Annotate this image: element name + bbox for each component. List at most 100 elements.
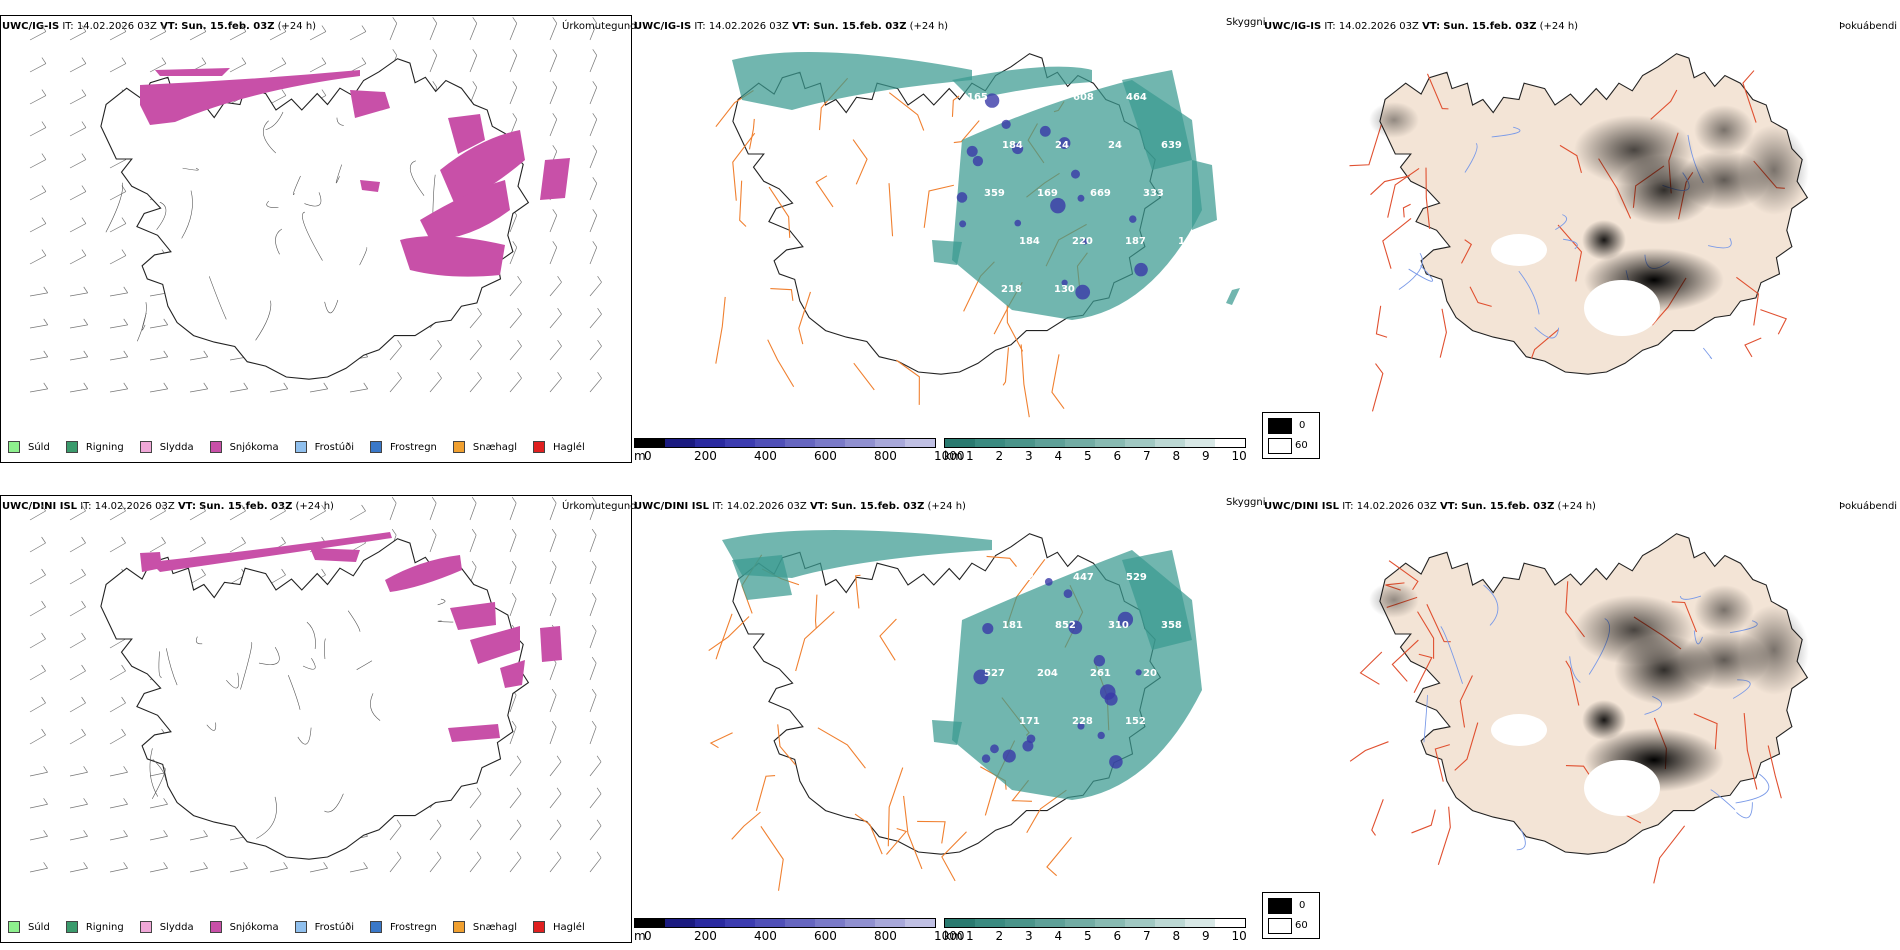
road-line — [1046, 836, 1072, 877]
terrain-line — [265, 111, 284, 131]
colorbar-segment — [875, 919, 905, 927]
precip-map — [29, 17, 602, 393]
colorbar-segment — [875, 439, 905, 447]
wind-barb — [389, 345, 402, 361]
river-line — [1440, 626, 1463, 684]
cloud-base-label: 218 — [1001, 284, 1022, 295]
legend-item: Snjókoma — [209, 921, 279, 933]
wind-barb-flag — [123, 766, 128, 773]
wind-barb-flag — [551, 560, 557, 568]
legend-label: Rigning — [85, 921, 124, 933]
model-name: UWC/IG-IS — [634, 21, 692, 32]
colorbar-segment — [845, 919, 875, 927]
wind-barb — [189, 388, 208, 393]
road-line — [855, 574, 861, 609]
road-line — [1417, 611, 1435, 659]
road-line — [1744, 337, 1762, 358]
colorbar-tick: 6 — [1113, 929, 1122, 943]
terrain-line — [302, 211, 323, 261]
wind-barb — [229, 31, 247, 41]
wind-barb — [549, 119, 558, 137]
wind-barb-flag — [323, 862, 328, 869]
cloud-base-patch — [1134, 262, 1148, 277]
road-line — [1411, 809, 1436, 834]
road-line — [1349, 741, 1389, 762]
legend-swatch — [139, 921, 152, 933]
init-time: 14.02.2026 03Z — [708, 21, 789, 32]
wind-barb-flag — [41, 632, 46, 640]
terrain-line — [409, 160, 425, 196]
road-line — [715, 613, 733, 660]
wind-barb — [29, 638, 46, 649]
cloud-base-patch — [990, 744, 999, 754]
wind-barb — [109, 223, 127, 233]
road-line — [886, 827, 908, 855]
road-line — [1439, 308, 1447, 358]
wind-barb — [29, 606, 46, 617]
colorbar-segment — [665, 919, 695, 927]
wind-barb — [549, 761, 562, 777]
road-line — [1426, 604, 1451, 643]
wind-barb-flag — [552, 49, 558, 56]
wind-barb-flag — [551, 528, 557, 536]
wind-barb-flag — [161, 504, 166, 512]
cloudbase-ticks: 0 200 400 600 800 1000 — [644, 449, 965, 463]
wind-barb-flag — [83, 286, 89, 294]
wind-barb-flag — [41, 600, 46, 608]
wind-barb — [589, 694, 597, 713]
wind-barb-flag — [511, 592, 517, 600]
wind-barb-flag — [592, 145, 598, 152]
legend-item: Snjókoma — [209, 441, 279, 453]
fog-legend-white — [1268, 438, 1292, 454]
wind-barb-flag — [516, 819, 522, 827]
wind-barb-flag — [431, 496, 437, 504]
wind-barb — [389, 502, 397, 521]
init-time: 14.02.2026 03Z — [76, 21, 157, 32]
wind-barb — [509, 598, 517, 617]
precip-map — [29, 496, 602, 873]
terrain-line — [149, 748, 159, 797]
wind-barb-flag — [321, 89, 327, 96]
wind-barb — [269, 510, 286, 521]
wind-barb — [69, 670, 86, 681]
wind-barb-flag — [556, 755, 562, 763]
wind-barb — [189, 510, 206, 521]
river-line — [1464, 142, 1478, 173]
cloud-base-label: 166 — [1196, 236, 1217, 247]
snow-area — [500, 660, 525, 688]
wind-barb-flag — [121, 664, 126, 672]
snow-area — [400, 236, 505, 277]
road-line — [1743, 713, 1758, 790]
wind-barb — [109, 388, 128, 393]
wind-barb — [549, 694, 557, 713]
wind-barb — [189, 31, 207, 41]
cloud-base-label: 152 — [1125, 716, 1146, 727]
wind-barb — [69, 388, 88, 393]
wind-barb-flag — [283, 382, 289, 390]
wind-barb-flag — [283, 862, 288, 869]
wind-barb-flag — [81, 185, 87, 192]
wind-barb-flag — [512, 49, 518, 56]
wind-barb-flag — [203, 350, 209, 358]
run-header: UWC/DINI ISL IT: 14.02.2026 03Z VT: Sun.… — [2, 501, 334, 512]
wind-barb — [149, 510, 166, 521]
terrain-line — [306, 621, 316, 649]
fog-title: Þokuábendi — [1839, 501, 1898, 512]
wind-barb-flag — [203, 830, 208, 837]
wind-barb — [69, 127, 87, 137]
wind-barb — [189, 574, 206, 585]
terrain-line — [151, 767, 166, 799]
wind-barb — [469, 825, 482, 841]
wind-barb-flag — [43, 798, 48, 805]
wind-barb — [69, 606, 86, 617]
iceland-outline — [100, 58, 530, 380]
wind-barb-flag — [123, 798, 128, 805]
wind-barb — [29, 670, 46, 681]
river-line — [1736, 802, 1753, 819]
wind-barb-flag — [397, 340, 402, 347]
legend-swatch — [370, 921, 382, 933]
wind-barb — [149, 324, 168, 329]
wind-barb-flag — [121, 504, 126, 512]
wind-barb-flag — [121, 217, 127, 224]
wind-barb — [29, 95, 47, 105]
